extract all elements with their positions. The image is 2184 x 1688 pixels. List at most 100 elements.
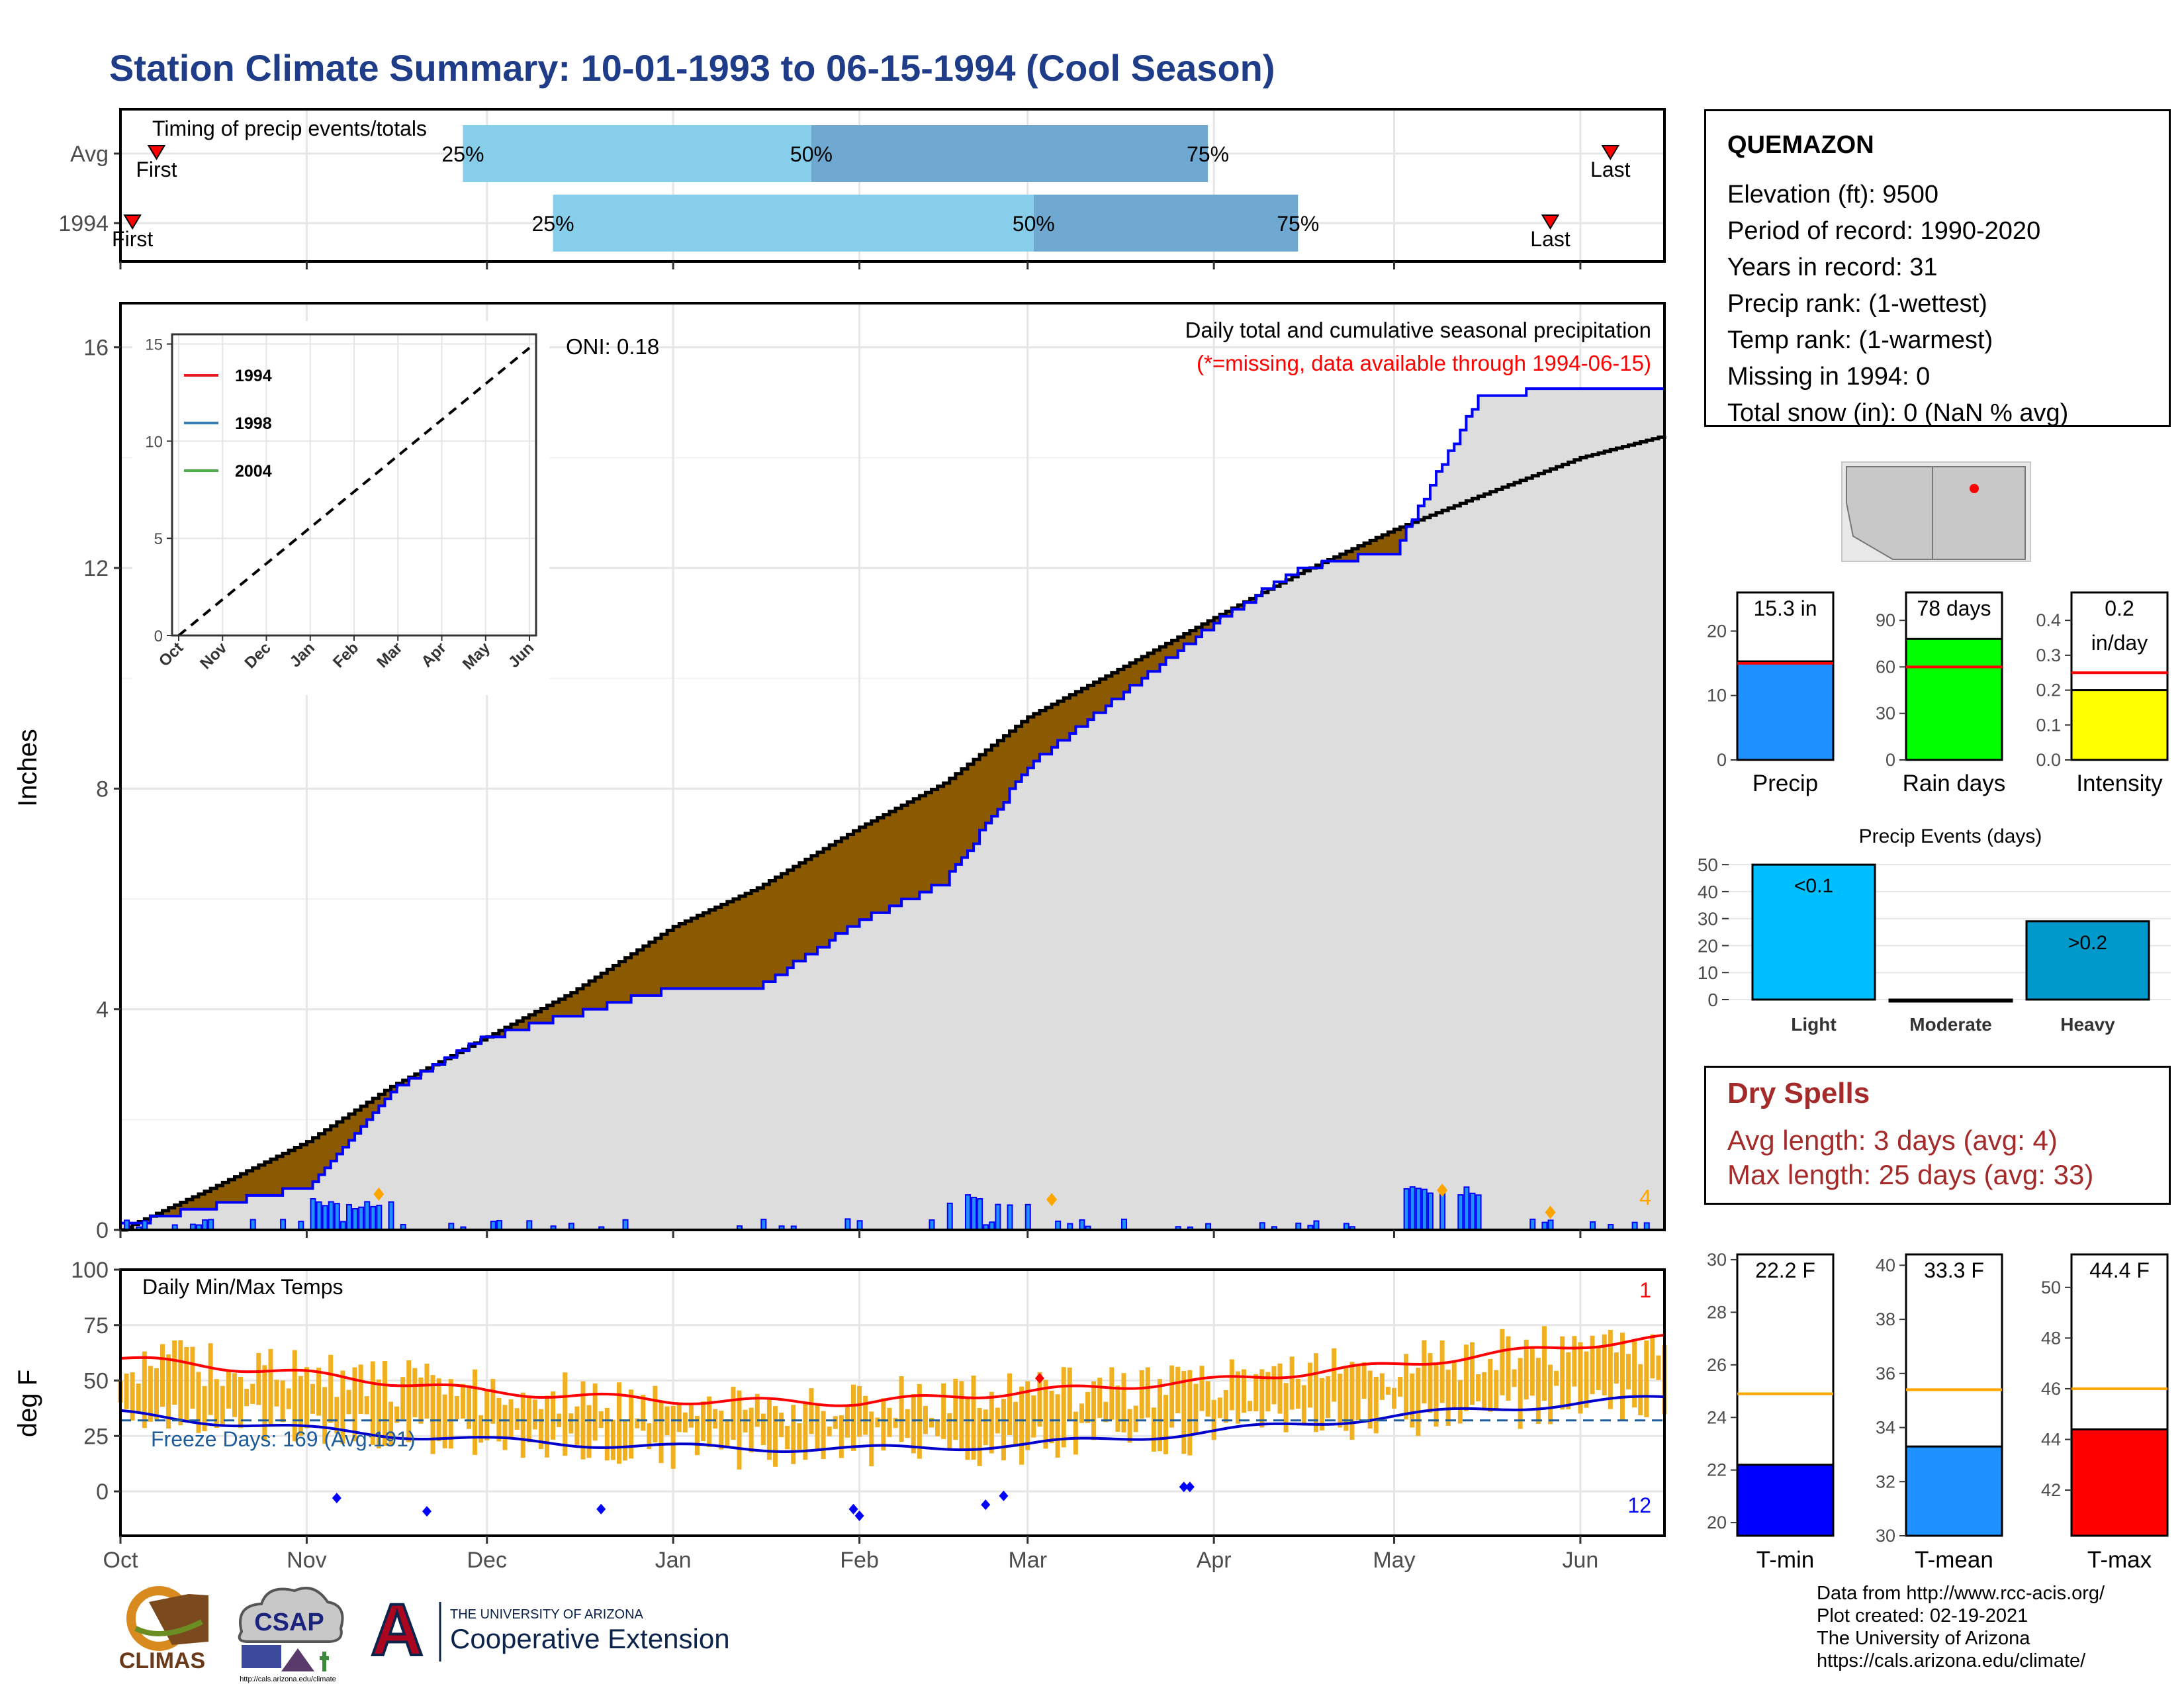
temp-daily-bar [1608,1330,1613,1409]
temp-daily-bar [635,1418,640,1429]
precip-daily-bar [1421,1188,1428,1231]
temp-daily-bar [1349,1362,1355,1440]
precip-daily-bar [1475,1194,1482,1231]
month-tick-label: Jan [655,1548,692,1573]
temp-daily-bar [580,1381,586,1460]
temp-bar-ytick: 32 [1876,1472,1895,1491]
temp-daily-bar [340,1370,345,1444]
inset-legend-label: 2004 [235,462,272,481]
temp-bar-ytick: 38 [1876,1309,1895,1329]
timing-row-label: Avg [70,142,109,167]
dry-spells-title: Dry Spells [1727,1077,1870,1109]
temp-daily-bar [1560,1336,1565,1410]
temp-daily-bar [406,1360,412,1442]
precip-daily-bar [760,1219,767,1231]
temp-bar-ytick: 48 [2041,1328,2061,1348]
temp-daily-bar [610,1419,615,1460]
temp-daily-bar [1295,1378,1300,1409]
precip-daily-bar [1457,1194,1464,1231]
temp-daily-bar [887,1407,892,1437]
temp-daily-bar [160,1344,165,1407]
temp-daily-bar [304,1367,309,1429]
temp-daily-bar [629,1389,634,1459]
temp-daily-bar [1055,1394,1060,1458]
timing-marker [147,145,166,160]
timing-pct-label: 50% [1013,212,1055,236]
temp-daily-bar [310,1383,315,1414]
temp-panel-title: Daily Min/Max Temps [142,1275,343,1299]
summary-bar-ytick: 10 [1707,686,1727,706]
temp-daily-bar [1463,1344,1469,1411]
precip-daily-bar [328,1201,334,1231]
temp-bar-ytick: 36 [1876,1364,1895,1383]
temp-daily-bar [1091,1381,1097,1440]
temp-daily-bar [130,1372,135,1421]
precip-daily-bar [345,1203,352,1231]
precip-daily-bar [1313,1220,1320,1231]
temp-daily-bar [184,1347,189,1421]
temp-daily-bar [532,1399,537,1430]
temp-daily-bar [1470,1342,1475,1405]
temp-daily-bar [664,1406,670,1436]
temp-daily-bar [154,1368,159,1421]
temp-bar-ytick: 28 [1707,1302,1727,1322]
temp-daily-bar [1332,1348,1337,1402]
precip-events-bar-label: >0.2 [2068,932,2107,954]
temp-daily-bar [1373,1376,1379,1434]
temp-daily-bar [520,1392,525,1458]
temp-daily-bar [1632,1340,1637,1408]
temp-record-low-marker [422,1506,432,1517]
temp-bar-ytick: 40 [1876,1255,1895,1275]
temp-bar-label: T-min [1756,1547,1815,1573]
precip-panel-title: Daily total and cumulative seasonal prec… [1185,318,1651,342]
temp-daily-bar [364,1396,369,1415]
precip-daily-bar [124,1219,130,1231]
temp-daily-bar [574,1406,580,1445]
inset-legend-label: 1998 [235,414,272,433]
temp-ytick-label: 75 [83,1313,109,1338]
temp-daily-bar [172,1340,177,1405]
temp-daily-bar [226,1371,231,1409]
temp-daily-bar [563,1372,568,1456]
timing-panel-frame [119,108,1666,263]
precip-daily-bar [995,1203,1001,1231]
precip-daily-bar [322,1205,328,1231]
precip-daily-bar [334,1203,340,1231]
temp-avg-min-line [120,1395,1665,1453]
temp-daily-bar [713,1409,718,1429]
precip-daily-bar [310,1198,316,1231]
temp-daily-bar [911,1394,916,1454]
precip-heavy-marker [1437,1184,1448,1197]
temp-daily-bar [262,1365,267,1441]
temp-daily-bar [971,1376,976,1460]
precip-daily-bar [142,1220,148,1231]
precip-daily-bar [622,1219,629,1231]
temp-daily-bar [1367,1370,1373,1429]
temp-daily-bar [803,1403,808,1460]
precip-daily-bar [388,1201,394,1231]
temp-daily-bar [220,1385,225,1426]
temp-daily-bar [334,1397,340,1434]
temp-daily-bar [274,1380,279,1407]
temp-daily-bar [538,1409,543,1449]
month-tick-label: May [1373,1548,1415,1573]
temp-daily-bar [232,1373,237,1417]
temp-daily-bar [1566,1352,1571,1409]
temp-daily-bar [1614,1352,1619,1384]
timing-marker [1601,145,1620,160]
station-line: Precip rank: (1-wettest) [1727,290,1987,318]
temp-daily-bar [496,1397,502,1442]
summary-bar-top-text: 0.2 [2105,596,2134,620]
temp-daily-bar [1650,1334,1655,1379]
temp-daily-bar [1031,1395,1036,1438]
temp-daily-bar [256,1352,261,1405]
temp-daily-bar [1217,1397,1222,1419]
summary-bar-value [1905,637,2003,761]
inset-legend-label: 1994 [235,367,272,385]
temp-daily-bar [1584,1351,1589,1408]
timing-marker-label: First [136,158,177,181]
timing-pct-label: 50% [790,142,833,166]
temp-daily-bar [514,1408,520,1430]
temp-daily-bar [839,1415,844,1458]
dry-spells-avg: Avg length: 3 days (avg: 4) [1727,1125,2058,1156]
